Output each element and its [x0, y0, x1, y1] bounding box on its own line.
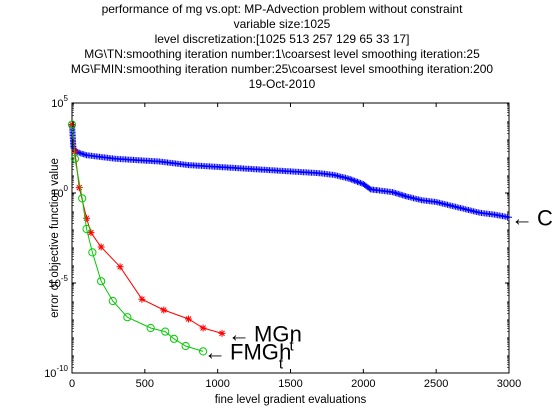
data-point	[108, 296, 117, 306]
annotations: ← C ← MGtn← FMGth	[204, 205, 553, 372]
data-point	[199, 347, 208, 356]
y-tick-label: 105	[51, 94, 68, 110]
data-point	[181, 341, 190, 351]
data-point	[88, 248, 97, 257]
data-point	[351, 177, 358, 184]
x-axis: 0 500 1000 1500 2000 2500 3000	[69, 103, 521, 390]
x-tick-label: 500	[136, 378, 154, 390]
series-group	[67, 120, 512, 356]
data-point	[138, 295, 146, 303]
data-point	[123, 313, 132, 322]
data-point	[146, 323, 155, 333]
data-point	[87, 229, 95, 237]
y-axis-label: error of objective function value	[49, 158, 61, 318]
data-point	[116, 263, 124, 271]
data-point	[97, 277, 106, 286]
chart-title: performance of mg vs.opt: MP-Advection p…	[71, 2, 494, 91]
data-point	[358, 180, 365, 187]
title-line-3: MG\TN:smoothing iteration number:1\coars…	[84, 47, 480, 61]
data-point	[357, 179, 364, 186]
series-annotation-2: ← FMGth	[204, 339, 291, 372]
data-point	[75, 184, 83, 192]
series-2	[67, 120, 208, 356]
y-tick-label: 100	[51, 184, 68, 200]
series-annotation-0: ← C	[511, 205, 553, 230]
x-tick-label: 2500	[424, 378, 448, 390]
y-tick-label: 10-10	[44, 364, 68, 380]
data-point	[160, 306, 168, 314]
data-point	[354, 178, 361, 185]
data-point	[82, 224, 91, 234]
x-tick-label: 2000	[351, 378, 375, 390]
data-point	[83, 214, 91, 222]
x-tick-label: 1000	[205, 378, 229, 390]
title-line-4: MG\FMIN:smoothing iteration number:25\co…	[71, 62, 494, 76]
data-point	[70, 154, 80, 163]
data-point	[76, 149, 83, 156]
data-point	[347, 176, 354, 183]
data-point	[161, 327, 170, 336]
data-point	[353, 178, 360, 185]
title-line-5: 19-Oct-2010	[249, 77, 316, 91]
data-point	[199, 324, 207, 332]
data-point	[169, 334, 179, 343]
data-point	[185, 315, 193, 323]
data-point	[345, 175, 352, 182]
data-point	[97, 243, 105, 251]
data-point	[355, 179, 362, 186]
data-point	[71, 148, 79, 156]
data-point	[366, 185, 373, 192]
y-axis: 10-10 10-5 100 105	[44, 94, 509, 380]
series-line	[71, 124, 204, 352]
plot-area	[71, 102, 510, 374]
data-point	[78, 194, 87, 203]
title-line-2: level discretization:[1025 513 257 129 6…	[155, 32, 410, 46]
series-line	[71, 124, 223, 334]
x-tick-label: 3000	[497, 378, 521, 390]
x-tick-label: 0	[69, 378, 75, 390]
data-point	[350, 177, 357, 184]
y-tick-label: 10-5	[49, 274, 69, 290]
data-point	[348, 176, 355, 183]
x-axis-label: fine level gradient evaluations	[215, 394, 367, 406]
series-annotation-1: ← MGtn	[228, 321, 302, 354]
data-point	[218, 329, 226, 337]
title-line-1: variable size:1025	[234, 17, 331, 31]
data-point	[506, 214, 512, 221]
x-tick-label: 1500	[278, 378, 302, 390]
title-line-0: performance of mg vs.opt: MP-Advection p…	[102, 2, 463, 16]
